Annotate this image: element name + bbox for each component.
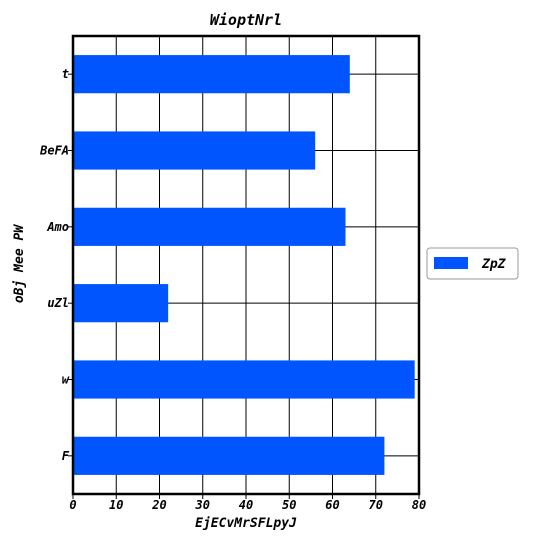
x-axis-label: EjECvMrSFLpyJ (195, 516, 297, 531)
chart-title: WioptNrl (210, 11, 282, 29)
y-tick-label: Amo (46, 220, 69, 234)
y-tick-label: uZl (47, 296, 69, 310)
legend-label-zpz: ZpZ (481, 257, 507, 272)
y-tick-label: BeFA (39, 144, 69, 158)
bars (73, 55, 415, 475)
legend-swatch-zpz (434, 257, 468, 269)
x-tick-label: 80 (412, 498, 426, 512)
x-tick-label: 10 (109, 498, 123, 512)
bar-f (73, 436, 385, 475)
x-tick-label: 20 (151, 498, 166, 512)
grid-lines (72, 36, 420, 494)
bar-befa (73, 131, 316, 170)
y-tick-label: F (62, 449, 70, 463)
bar-uzl (73, 284, 169, 323)
y-axis-ticks: t BeFA Amo uZl w F (39, 67, 73, 463)
bar-t (73, 55, 350, 94)
x-tick-label: 0 (69, 498, 76, 512)
x-tick-label: 40 (239, 498, 253, 512)
y-axis-label: oBj Mee PW (12, 224, 27, 303)
y-tick-label: t (62, 67, 69, 81)
y-tick-label: w (62, 373, 70, 387)
legend: ZpZ (426, 247, 519, 280)
legend-box (426, 247, 519, 280)
x-tick-label: 30 (195, 498, 210, 512)
x-tick-label: 50 (282, 498, 296, 512)
x-tick-label: 60 (325, 498, 339, 512)
bar-w (73, 360, 415, 399)
bar-amo (73, 207, 346, 246)
x-tick-label: 70 (369, 498, 383, 512)
x-axis-ticks: 0 10 20 30 40 50 60 70 80 (69, 494, 426, 512)
